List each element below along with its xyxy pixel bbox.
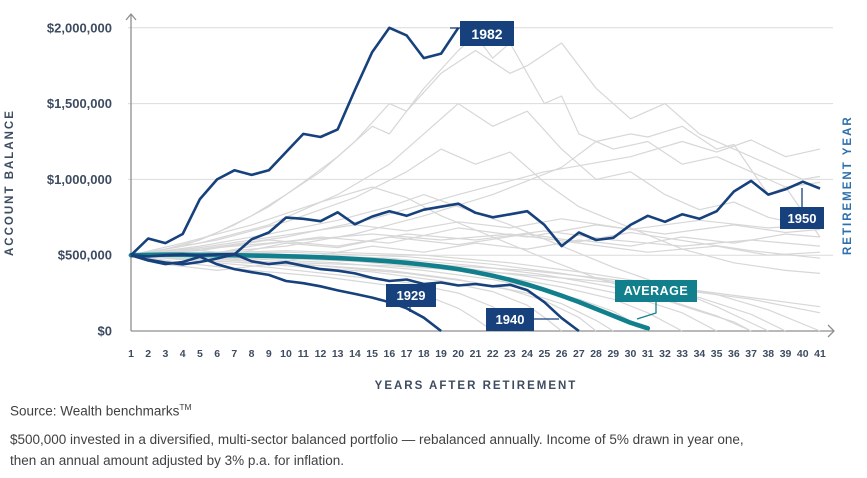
right-axis-title: RETIREMENT YEAR xyxy=(842,115,854,255)
series-1940 xyxy=(130,252,580,333)
series-background-bg-13 xyxy=(130,254,649,332)
x-tick-label-36: 36 xyxy=(728,348,740,360)
series-background-bg-19 xyxy=(130,254,821,308)
x-tick-label-25: 25 xyxy=(539,348,551,360)
source-line: Source: Wealth benchmarksTM xyxy=(10,402,744,419)
x-tick-label-30: 30 xyxy=(625,348,637,360)
chart-canvas: 1 2 3 4 5 6 7 8 9 10 11 12 13 14 15 16 17 18 19 20 21 22 23 24 2… xyxy=(47,13,835,360)
series-1982 xyxy=(130,26,460,257)
x-tick-label-13: 13 xyxy=(332,348,344,360)
x-tick-label-24: 24 xyxy=(521,348,533,360)
x-tick-label-29: 29 xyxy=(607,348,619,360)
callout-1982: 1982 xyxy=(460,21,514,46)
y-tick-label-1000k: $1,000,000 xyxy=(47,172,112,187)
x-tick-label-11: 11 xyxy=(298,348,309,360)
x-tick-label-40: 40 xyxy=(797,348,809,360)
x-tick-label-2: 2 xyxy=(145,348,151,360)
trademark-superscript: TM xyxy=(179,402,192,412)
x-tick-label-17: 17 xyxy=(401,348,413,360)
x-tick-label-9: 9 xyxy=(266,348,272,360)
x-axis-title: YEARS AFTER RETIREMENT xyxy=(374,380,578,392)
callout-average: AVERAGE xyxy=(615,280,697,302)
series-background-bg-23 xyxy=(130,194,769,332)
x-tick-label-8: 8 xyxy=(249,348,255,360)
x-tick-label-1: 1 xyxy=(128,348,134,360)
series-background-bg-20 xyxy=(130,254,821,314)
y-tick-label-2000k: $2,000,000 xyxy=(47,20,112,35)
y-tick-label-1500k: $1,500,000 xyxy=(47,96,112,111)
series-background-bg-04 xyxy=(130,125,821,256)
x-tick-label-37: 37 xyxy=(745,348,757,360)
callout-1940: 1940 xyxy=(486,308,534,331)
x-tick-label-26: 26 xyxy=(556,348,568,360)
callout-1950: 1950 xyxy=(780,207,824,229)
x-tick-label-18: 18 xyxy=(418,348,430,360)
series-1950 xyxy=(130,179,821,266)
x-tick-label-6: 6 xyxy=(214,348,220,360)
y-tick-label-500k: $500,000 xyxy=(58,248,112,263)
x-tick-label-38: 38 xyxy=(762,348,774,360)
x-tick-label-10: 10 xyxy=(280,348,292,360)
x-tick-label-12: 12 xyxy=(315,348,327,360)
y-tick-label-0k: $0 xyxy=(98,324,112,339)
x-tick-label-32: 32 xyxy=(659,348,671,360)
series-background-bg-26 xyxy=(130,186,752,332)
x-tick-label-5: 5 xyxy=(197,348,203,360)
x-tick-label-19: 19 xyxy=(435,348,447,360)
connector-average xyxy=(636,302,657,320)
x-tick-label-4: 4 xyxy=(180,348,186,360)
x-tick-label-34: 34 xyxy=(694,348,706,360)
y-axis-title: ACCOUNT BALANCE xyxy=(4,109,16,257)
x-tick-label-41: 41 xyxy=(814,348,826,360)
x-tick-label-7: 7 xyxy=(231,348,237,360)
x-tick-label-28: 28 xyxy=(590,348,602,360)
x-tick-label-22: 22 xyxy=(487,348,499,360)
x-tick-label-21: 21 xyxy=(470,348,482,360)
x-tick-label-33: 33 xyxy=(676,348,688,360)
x-tick-label-16: 16 xyxy=(384,348,396,360)
x-tick-label-39: 39 xyxy=(780,348,792,360)
x-axis-arrow-icon xyxy=(827,324,835,338)
callout-1929: 1929 xyxy=(386,284,436,307)
x-tick-label-35: 35 xyxy=(711,348,723,360)
y-axis-arrow-icon xyxy=(125,13,137,21)
description-text: $500,000 invested in a diversified, mult… xyxy=(10,431,744,468)
source-text: Source: Wealth benchmarks xyxy=(10,403,180,419)
series-background-bg-12 xyxy=(130,254,614,332)
series-background-bg-03 xyxy=(130,102,821,256)
series-background-bg-27 xyxy=(130,139,821,256)
series-background-bg-24 xyxy=(130,148,821,274)
x-tick-label-20: 20 xyxy=(452,348,464,360)
footnote: Source: Wealth benchmarksTM $500,000 inv… xyxy=(10,402,744,471)
series-background-bg-01 xyxy=(130,34,821,256)
x-tick-label-14: 14 xyxy=(349,348,361,360)
x-tick-label-31: 31 xyxy=(642,348,654,360)
x-tick-label-15: 15 xyxy=(366,348,378,360)
series-background-bg-07 xyxy=(130,233,821,256)
x-tick-label-27: 27 xyxy=(573,348,585,360)
x-tick-label-3: 3 xyxy=(163,348,169,360)
series-background-bg-02 xyxy=(130,42,821,256)
x-tick-label-23: 23 xyxy=(504,348,516,360)
